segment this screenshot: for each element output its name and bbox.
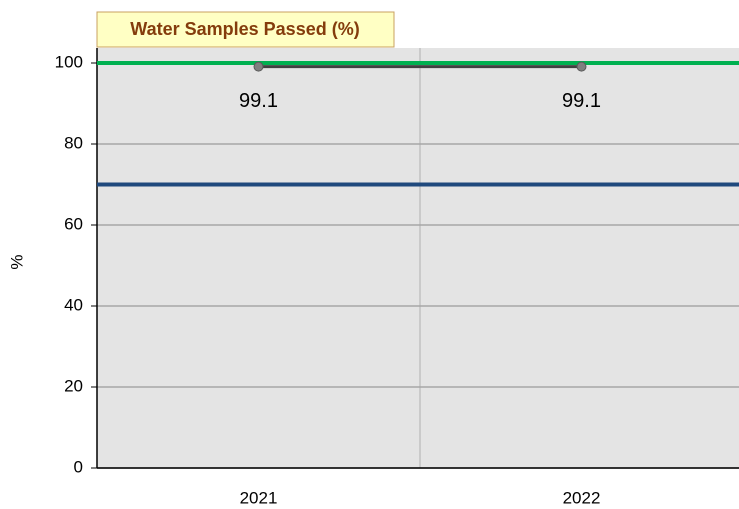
data-label: 99.1 [239, 90, 278, 112]
point [253, 61, 264, 72]
y-axis-label: % [7, 254, 26, 269]
y-tick-label: 20 [64, 376, 83, 395]
y-tick-label: 100 [55, 52, 83, 71]
y-tick-label: 40 [64, 295, 83, 314]
x-tick-label: 2022 [563, 488, 601, 507]
title-box [96, 11, 395, 48]
plot-area [97, 48, 739, 468]
chart-title: Water Samples Passed (%) [130, 19, 359, 39]
x-tick-label: 2021 [240, 488, 278, 507]
y-tick-label: 60 [64, 214, 83, 233]
y-tick-label: 80 [64, 133, 83, 152]
data-label: 99.1 [562, 90, 601, 112]
y-tick-label: 0 [74, 457, 83, 476]
point [576, 61, 587, 72]
